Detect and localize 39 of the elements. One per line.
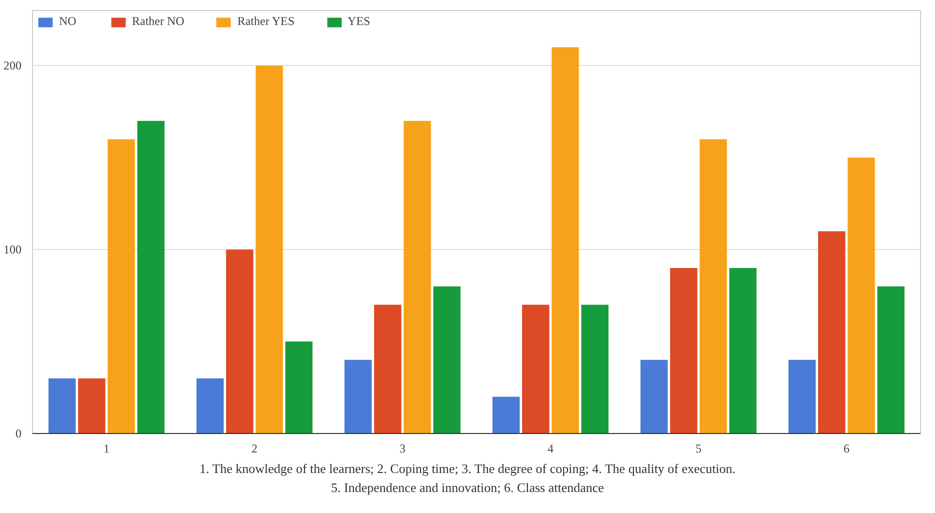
bar (581, 304, 609, 434)
bar (670, 268, 698, 434)
bar (848, 158, 875, 434)
bar (640, 360, 668, 434)
bar (108, 139, 135, 434)
y-tick-label: 200 (4, 58, 22, 73)
bar (700, 139, 727, 434)
bar (522, 304, 550, 434)
bar (492, 396, 520, 434)
bar (196, 378, 224, 434)
bar (78, 378, 106, 434)
bar (48, 378, 76, 434)
bar (226, 250, 254, 434)
bar (137, 120, 165, 434)
text: 1. The knowledge of the learners; 2. Coping time; 3. The degree of coping; 4. The quality of execution. (199, 461, 736, 476)
x-tick-label: 6 (844, 442, 850, 456)
legend-label: NO (59, 14, 78, 29)
bar (877, 286, 905, 434)
bar (374, 304, 402, 434)
bar (285, 342, 313, 434)
x-tick-label: 4 (548, 442, 554, 456)
legend-label: Rather YES (237, 14, 295, 29)
bar (729, 268, 757, 434)
y-tick-label: 0 (16, 426, 22, 440)
bar (818, 231, 846, 434)
bar (552, 47, 579, 434)
bar (344, 360, 372, 434)
y-tick-label: 100 (4, 242, 22, 257)
legend-label: Rather NO (132, 14, 184, 29)
x-tick-label: 2 (252, 442, 258, 456)
text: 5. Independence and innovation; 6. Class attendance (331, 480, 604, 495)
x-tick-label: 3 (400, 442, 406, 456)
x-tick-label: 1 (104, 442, 110, 456)
legend-label: YES (348, 14, 370, 29)
bar (433, 286, 461, 434)
bar (256, 66, 283, 434)
bar (788, 360, 816, 434)
bar (404, 120, 431, 434)
x-tick-label: 5 (696, 442, 702, 456)
